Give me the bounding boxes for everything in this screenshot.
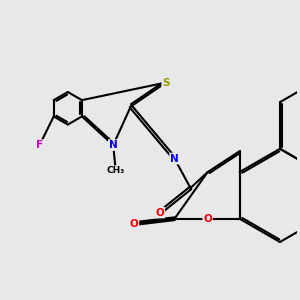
Text: CH₃: CH₃	[106, 166, 125, 175]
Text: N: N	[170, 154, 179, 164]
Text: O: O	[203, 214, 212, 224]
Text: O: O	[155, 208, 164, 218]
Text: N: N	[109, 140, 118, 150]
Text: F: F	[36, 140, 43, 150]
Text: O: O	[130, 219, 138, 229]
Text: S: S	[162, 77, 170, 88]
